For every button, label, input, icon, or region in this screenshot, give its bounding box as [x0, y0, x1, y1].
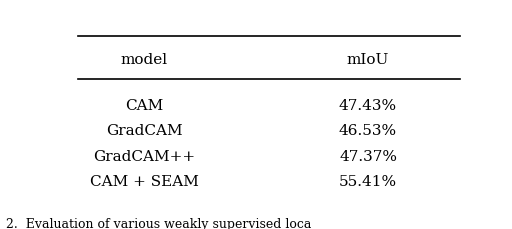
- Text: GradCAM: GradCAM: [105, 124, 182, 137]
- Text: 47.37%: 47.37%: [339, 149, 397, 163]
- Text: GradCAM++: GradCAM++: [93, 149, 195, 163]
- Text: 46.53%: 46.53%: [339, 124, 397, 137]
- Text: CAM: CAM: [125, 98, 163, 112]
- Text: 2.  Evaluation of various weakly supervised loca: 2. Evaluation of various weakly supervis…: [7, 217, 312, 229]
- Text: CAM + SEAM: CAM + SEAM: [90, 174, 199, 188]
- Text: mIoU: mIoU: [347, 53, 389, 67]
- Text: model: model: [120, 53, 167, 67]
- Text: 47.43%: 47.43%: [339, 98, 397, 112]
- Text: 55.41%: 55.41%: [339, 174, 397, 188]
